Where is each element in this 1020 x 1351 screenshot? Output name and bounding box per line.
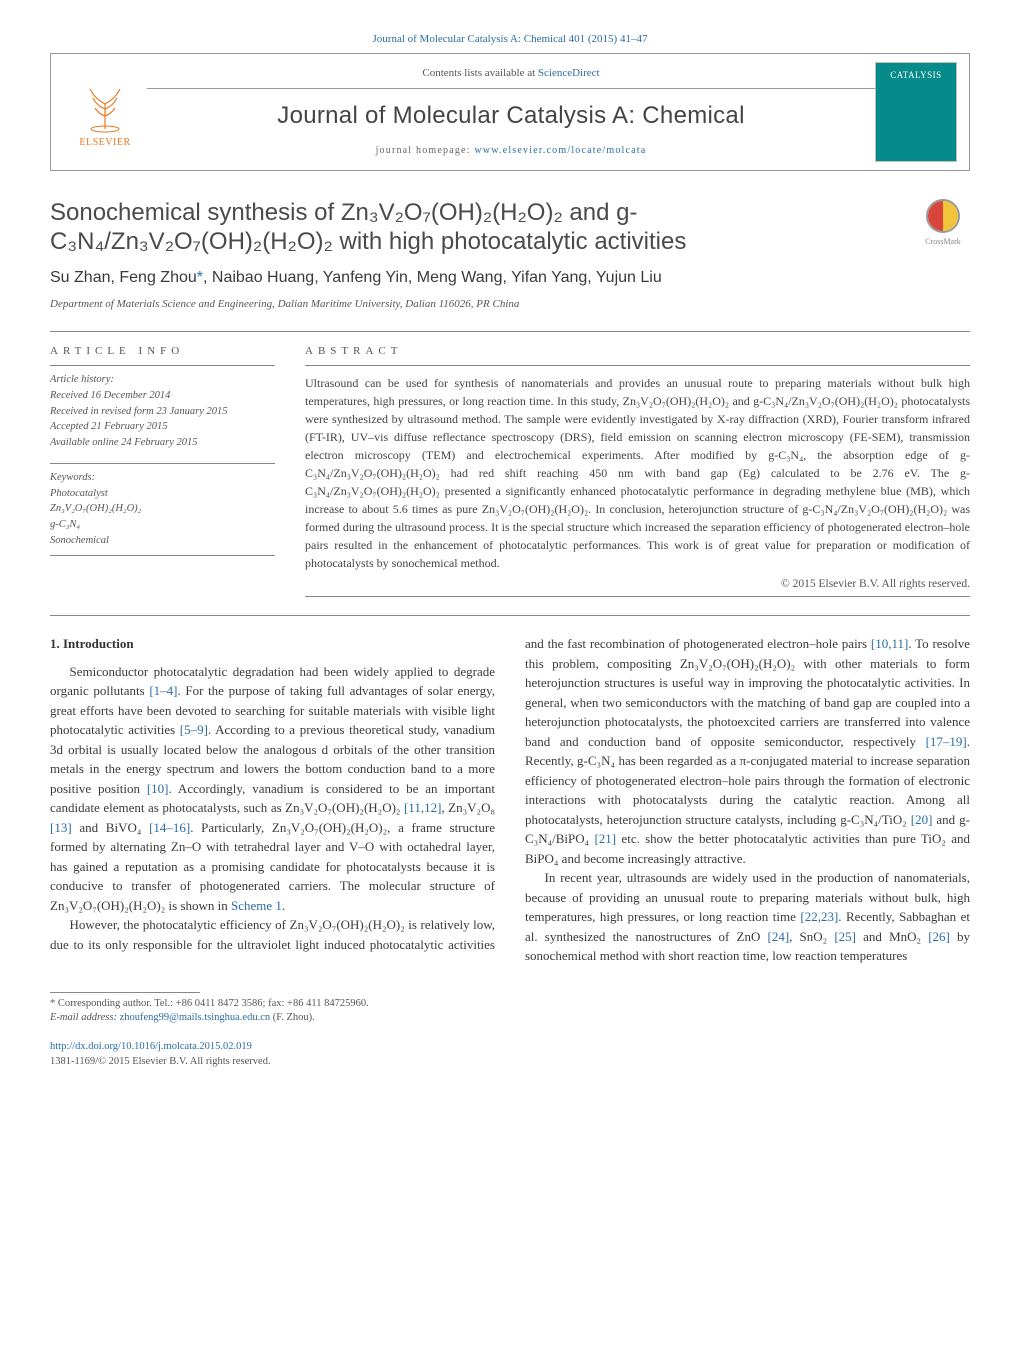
authors-rest: , Naibao Huang, Yanfeng Yin, Meng Wang, … [203,269,662,286]
elsevier-logo: ELSEVIER [63,66,147,158]
cover-label: CATALYSIS [890,69,941,82]
body-p1: Semiconductor photocatalytic degradation… [50,662,495,916]
email-link[interactable]: zhoufeng99@mails.tsinghua.edu.cn [120,1012,271,1023]
ref-10[interactable]: [10] [147,781,169,796]
keywords-block: Keywords: Photocatalyst Zn₃V₂O₇(OH)₂(H₂O… [50,463,275,556]
issn-line: 1381-1169/© 2015 Elsevier B.V. All right… [50,1055,970,1070]
journal-name: Journal of Molecular Catalysis A: Chemic… [147,99,875,133]
corr-author-line: * Corresponding author. Tel.: +86 0411 8… [50,997,970,1012]
ref-26[interactable]: [26] [928,929,950,944]
doi-link[interactable]: http://dx.doi.org/10.1016/j.molcata.2015… [50,1040,970,1055]
ref-21[interactable]: [21] [594,831,616,846]
section-1-heading: 1. Introduction [50,634,495,654]
history-received: Received 16 December 2014 [50,388,275,404]
sciencedirect-link[interactable]: ScienceDirect [538,67,600,79]
crossmark-label: CrossMark [925,236,961,247]
affiliation: Department of Materials Science and Engi… [50,297,970,312]
history-revised: Received in revised form 23 January 2015 [50,404,275,420]
history-accepted: Accepted 21 February 2015 [50,419,275,435]
journal-homepage: journal homepage: www.elsevier.com/locat… [147,144,875,158]
crossmark-icon [926,199,960,233]
ref-17-19[interactable]: [17–19] [926,734,967,749]
ref-24[interactable]: [24] [767,929,789,944]
keyword-4: Sonochemical [50,533,275,549]
journal-cover-thumb: CATALYSIS [875,62,957,162]
homepage-link[interactable]: www.elsevier.com/locate/molcata [474,145,646,156]
ref-1-4[interactable]: [1–4] [149,683,177,698]
scheme-1-link[interactable]: Scheme 1 [231,898,282,913]
corresponding-footnote: * Corresponding author. Tel.: +86 0411 8… [50,997,970,1026]
contents-line: Contents lists available at ScienceDirec… [147,66,875,88]
history-online: Available online 24 February 2015 [50,435,275,451]
article-history: Article history: Received 16 December 20… [50,365,275,451]
authors-before-star: Su Zhan, Feng Zhou [50,269,197,286]
running-header: Journal of Molecular Catalysis A: Chemic… [50,32,970,47]
keyword-2: Zn₃V₂O₇(OH)₂(H₂O)₂ [50,501,275,517]
ref-13[interactable]: [13] [50,820,72,835]
email-tail: (F. Zhou). [270,1012,315,1023]
keywords-head: Keywords: [50,470,275,486]
elsevier-label: ELSEVIER [79,136,130,150]
contents-prefix: Contents lists available at [422,67,537,79]
elsevier-tree-icon [75,74,135,134]
ref-10-11[interactable]: [10,11] [871,636,908,651]
email-label: E-mail address: [50,1012,120,1023]
article-title: Sonochemical synthesis of Zn₃V₂O₇(OH)₂(H… [50,199,904,257]
ref-14-16[interactable]: [14–16] [149,820,190,835]
journal-header: ELSEVIER Contents lists available at Sci… [50,53,970,171]
ref-20[interactable]: [20] [911,812,933,827]
ref-22-23[interactable]: [22,23] [800,909,838,924]
keyword-1: Photocatalyst [50,486,275,502]
ref-5-9[interactable]: [5–9] [180,722,208,737]
article-info-label: article info [50,334,275,365]
abstract-copyright: © 2015 Elsevier B.V. All rights reserved… [305,576,970,592]
ref-25[interactable]: [25] [834,929,856,944]
body-p3: In recent year, ultrasounds are widely u… [525,868,970,966]
body-text: 1. Introduction Semiconductor photocatal… [50,634,970,966]
crossmark-badge[interactable]: CrossMark [916,199,970,253]
abstract-label: abstract [305,334,970,365]
authors: Su Zhan, Feng Zhou*, Naibao Huang, Yanfe… [50,267,970,289]
abstract-text: Ultrasound can be used for synthesis of … [305,365,970,572]
history-head: Article history: [50,372,275,388]
homepage-prefix: journal homepage: [376,145,475,156]
keyword-3: g-C₃N₄ [50,517,275,533]
ref-11-12[interactable]: [11,12] [404,800,441,815]
